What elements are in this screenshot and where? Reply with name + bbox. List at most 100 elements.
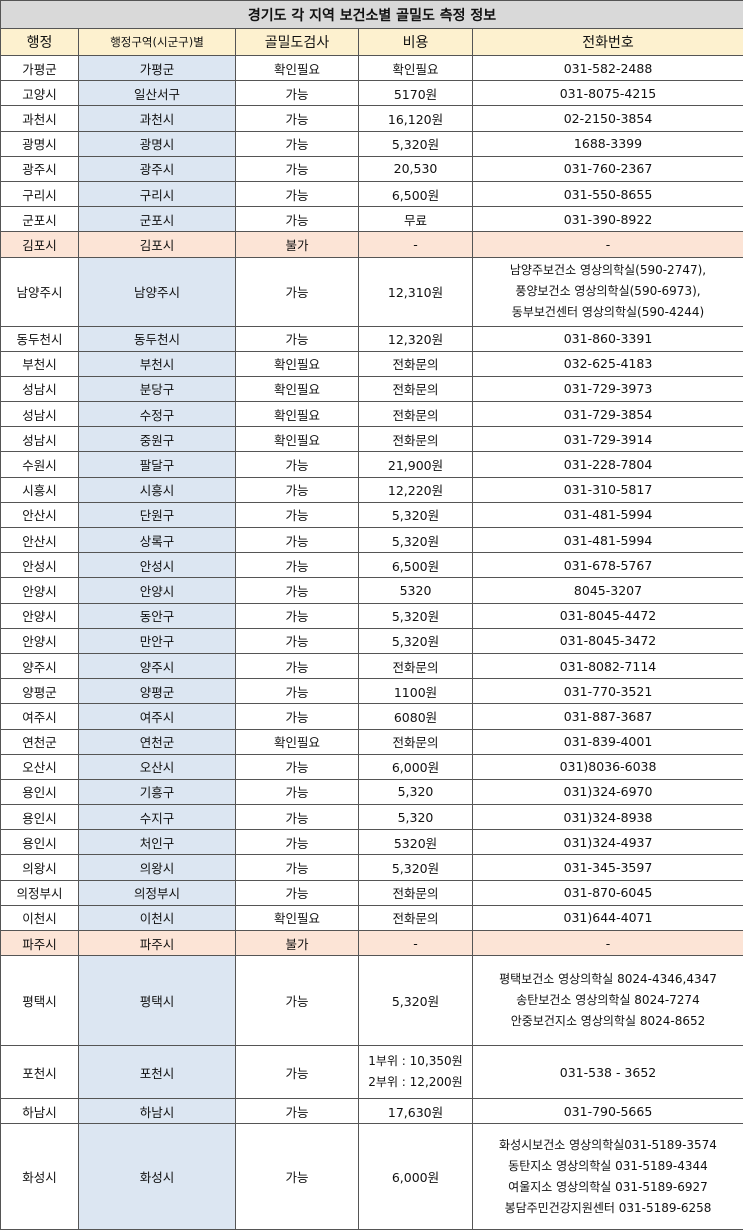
cell: 일산서구	[78, 80, 236, 107]
cell: 031-860-3391	[472, 325, 743, 352]
cell: 불가	[235, 929, 359, 957]
cell: 5170원	[358, 80, 473, 107]
cell: 시흥시	[0, 476, 79, 503]
cell: 가능	[235, 180, 359, 208]
data-row: 수원시 팔달구 가능 21,900원 031-228-7804	[0, 451, 743, 478]
data-row: 구리시 구리시 가능 6,500원 031-550-8655	[0, 180, 743, 208]
cell: 의왕시	[78, 854, 236, 881]
cell: 031)644-4071	[472, 904, 743, 932]
cell: 하남시	[78, 1098, 236, 1125]
cell: 광명시	[0, 130, 79, 157]
cell: 군포시	[0, 206, 79, 233]
data-row: 안양시 동안구 가능 5,320원 031-8045-4472	[0, 602, 743, 629]
cell: 평택시	[78, 955, 236, 1047]
data-row: 군포시 군포시 가능 무료 031-390-8922	[0, 206, 743, 233]
data-row: 안양시 안양시 가능 5320 8045-3207	[0, 577, 743, 604]
cell: 가능	[235, 526, 359, 554]
data-row: 화성시 화성시 가능 6,000원 화성시보건소 영상의학실031-5189-3574 동…	[0, 1123, 743, 1231]
cell: 031-481-5994	[472, 501, 743, 529]
cell: 고양시	[0, 80, 79, 107]
cell: 처인구	[78, 829, 236, 856]
cell: 동안구	[78, 602, 236, 629]
cell: 가능	[235, 778, 359, 806]
cell: 가능	[235, 1098, 359, 1125]
cell: 6,000원	[358, 753, 473, 780]
cell: 전화문의	[358, 652, 473, 680]
cell: 부천시	[78, 350, 236, 377]
cell: 화성시	[0, 1123, 79, 1231]
cell: 여주시	[0, 703, 79, 730]
data-row: 성남시 중원구 확인필요 전화문의 031-729-3914	[0, 426, 743, 453]
cell: 5,320원	[358, 526, 473, 554]
header-row: 행정 행정구역(시군구)별 골밀도검사 비용 전화번호	[0, 28, 743, 56]
cell: 평택보건소 영상의학실 8024-4346,4347 송탄보건소 영상의학실 80…	[472, 955, 743, 1047]
cell: 과천시	[78, 105, 236, 132]
cell: 확인필요	[358, 54, 473, 82]
cell: 가능	[235, 753, 359, 780]
data-row: 안양시 만안구 가능 5,320원 031-8045-3472	[0, 627, 743, 654]
data-row: 광주시 광주시 가능 20,530 031-760-2367	[0, 155, 743, 182]
column-header: 전화번호	[472, 28, 743, 56]
cell: 안양시	[78, 577, 236, 604]
cell: 확인필요	[235, 375, 359, 403]
cell: 031-790-5665	[472, 1098, 743, 1125]
cell: 6,000원	[358, 1123, 473, 1231]
cell: 전화문의	[358, 401, 473, 428]
cell: 031-345-3597	[472, 854, 743, 881]
cell: 수지구	[78, 804, 236, 831]
cell: 가능	[235, 854, 359, 881]
cell: 부천시	[0, 350, 79, 377]
cell: 군포시	[78, 206, 236, 233]
data-row: 용인시 수지구 가능 5,320 031)324-8938	[0, 804, 743, 831]
cell-line: 봉담주민건강지원센터 031-5189-6258	[504, 1200, 712, 1215]
cell: 031-839-4001	[472, 728, 743, 755]
cell: 031-887-3687	[472, 703, 743, 730]
cell: 가능	[235, 105, 359, 132]
cell: -	[358, 929, 473, 957]
cell: 분당구	[78, 375, 236, 403]
cell: 가능	[235, 577, 359, 604]
cell: 의왕시	[0, 854, 79, 881]
cell: 확인필요	[235, 54, 359, 82]
cell: 파주시	[78, 929, 236, 957]
data-row: 시흥시 시흥시 가능 12,220원 031-310-5817	[0, 476, 743, 503]
cell: 화성시	[78, 1123, 236, 1231]
column-header: 행정	[0, 28, 79, 56]
cell: 오산시	[78, 753, 236, 780]
cell: 031-729-3973	[472, 375, 743, 403]
cell-line: 안중보건지소 영상의학실 8024-8652	[510, 1014, 706, 1029]
cell: 가능	[235, 879, 359, 906]
cell: 031-481-5994	[472, 526, 743, 554]
cell: 안성시	[0, 552, 79, 579]
cell: 5,320원	[358, 627, 473, 654]
cell: 031-8045-4472	[472, 602, 743, 629]
cell: 031-8045-3472	[472, 627, 743, 654]
cell: 무료	[358, 206, 473, 233]
cell: 남양주시	[0, 256, 79, 327]
cell-line: 풍양보건소 영상의학실(590-6973),	[515, 284, 701, 298]
cell: 양주시	[78, 652, 236, 680]
cell: 5,320원	[358, 501, 473, 529]
cell: 031-550-8655	[472, 180, 743, 208]
data-row: 양평군 양평군 가능 1100원 031-770-3521	[0, 678, 743, 705]
cell: 031-390-8922	[472, 206, 743, 233]
data-row: 의왕시 의왕시 가능 5,320원 031-345-3597	[0, 854, 743, 881]
cell-line: 송탄보건소 영상의학실 8024-7274	[516, 993, 700, 1008]
cell: 연천군	[78, 728, 236, 755]
data-row: 동두천시 동두천시 가능 12,320원 031-860-3391	[0, 325, 743, 352]
cell-line: 2부위 : 12,200원	[368, 1075, 463, 1090]
data-row: 부천시 부천시 확인필요 전화문의 032-625-4183	[0, 350, 743, 377]
cell: 가능	[235, 325, 359, 352]
cell: 성남시	[0, 401, 79, 428]
cell: 5,320	[358, 778, 473, 806]
cell: 031)324-6970	[472, 778, 743, 806]
cell: 가능	[235, 451, 359, 478]
cell: 확인필요	[235, 350, 359, 377]
data-row: 과천시 과천시 가능 16,120원 02-2150-3854	[0, 105, 743, 132]
cell: 6,500원	[358, 552, 473, 579]
data-row: 광명시 광명시 가능 5,320원 1688-3399	[0, 130, 743, 157]
cell: 안산시	[0, 501, 79, 529]
cell: 5,320원	[358, 602, 473, 629]
cell: 031-770-3521	[472, 678, 743, 705]
cell: 가능	[235, 501, 359, 529]
